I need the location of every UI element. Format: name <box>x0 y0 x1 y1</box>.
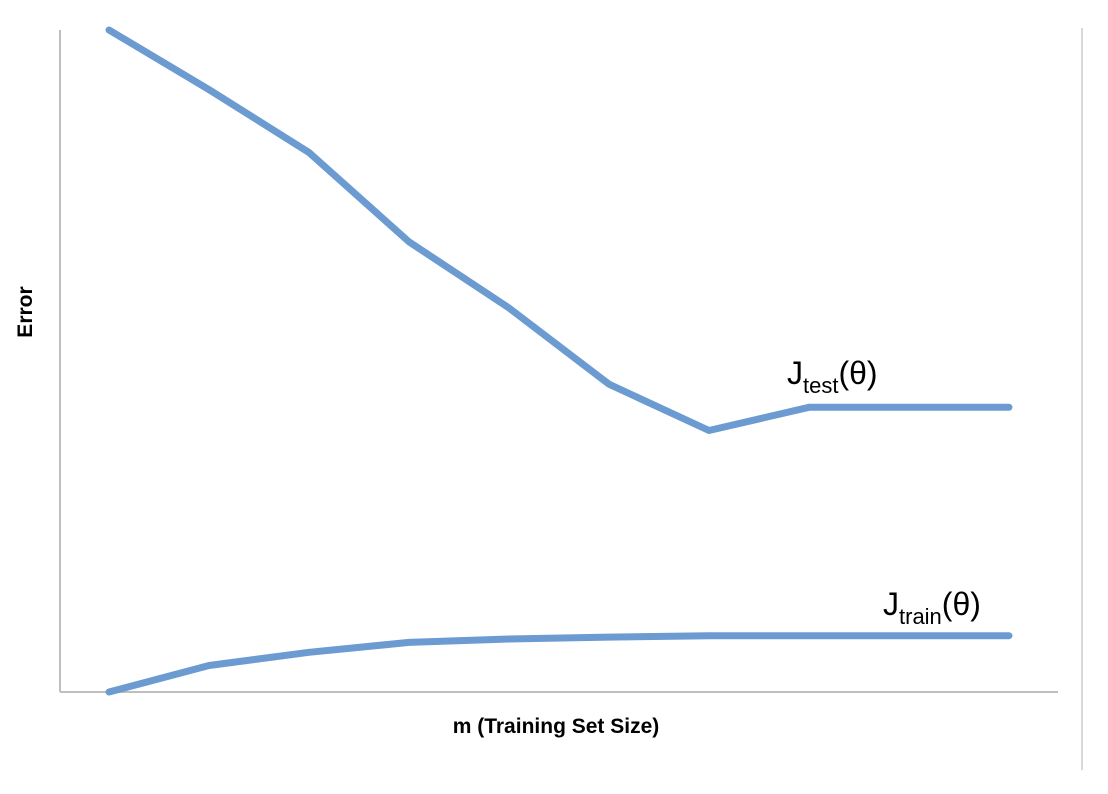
series-label-test: Jtest(θ) <box>787 355 878 398</box>
series-layer <box>105 26 1013 696</box>
y-axis-title: Error <box>14 286 37 337</box>
x-axis-title: m (Training Set Size) <box>453 715 660 738</box>
series-label-train: Jtrain(θ) <box>883 586 981 629</box>
series-line-test <box>105 26 1013 434</box>
series-line-train <box>105 632 1013 696</box>
